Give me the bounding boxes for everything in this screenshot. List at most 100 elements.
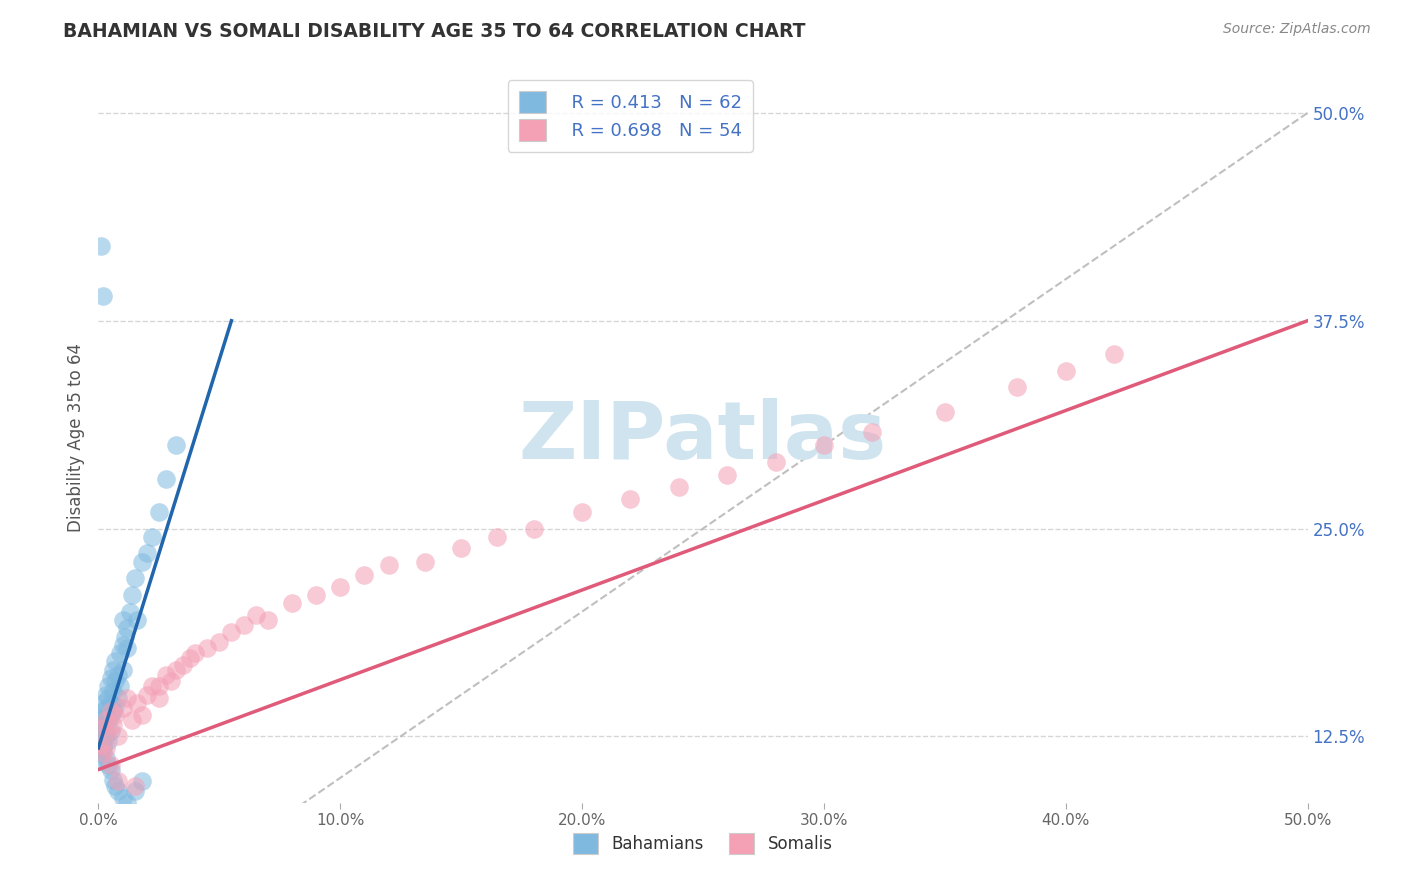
Point xyxy=(91,716,114,731)
Point xyxy=(100,696,122,710)
Point xyxy=(165,438,187,452)
Point xyxy=(107,691,129,706)
Point xyxy=(172,657,194,672)
Point xyxy=(160,674,183,689)
Point xyxy=(131,774,153,789)
Point xyxy=(97,724,120,739)
Point xyxy=(221,624,243,639)
Point xyxy=(94,726,117,740)
Legend: Bahamians, Somalis: Bahamians, Somalis xyxy=(567,827,839,860)
Point xyxy=(813,438,835,452)
Point xyxy=(104,707,127,722)
Point xyxy=(94,713,117,727)
Point xyxy=(107,729,129,743)
Point xyxy=(111,613,134,627)
Point xyxy=(90,738,112,752)
Point xyxy=(353,568,375,582)
Point xyxy=(141,680,163,694)
Point xyxy=(1102,347,1125,361)
Point xyxy=(104,699,127,714)
Point xyxy=(91,729,114,743)
Point xyxy=(97,691,120,706)
Point xyxy=(619,491,641,506)
Point xyxy=(117,691,139,706)
Point xyxy=(100,763,122,777)
Point xyxy=(413,555,436,569)
Point xyxy=(208,634,231,648)
Point xyxy=(716,468,738,483)
Point xyxy=(118,605,141,619)
Point xyxy=(90,721,112,735)
Text: BAHAMIAN VS SOMALI DISABILITY AGE 35 TO 64 CORRELATION CHART: BAHAMIAN VS SOMALI DISABILITY AGE 35 TO … xyxy=(63,22,806,41)
Point xyxy=(104,779,127,793)
Point xyxy=(486,530,509,544)
Point xyxy=(148,505,170,519)
Point xyxy=(117,621,139,635)
Point xyxy=(97,757,120,772)
Point xyxy=(148,680,170,694)
Point xyxy=(104,674,127,689)
Point xyxy=(121,588,143,602)
Point xyxy=(91,705,114,719)
Point xyxy=(131,707,153,722)
Point xyxy=(94,729,117,743)
Point xyxy=(232,618,254,632)
Point xyxy=(91,721,114,735)
Point xyxy=(101,705,124,719)
Point xyxy=(90,754,112,768)
Point xyxy=(107,667,129,681)
Point xyxy=(100,705,122,719)
Point xyxy=(111,663,134,677)
Point xyxy=(108,646,131,660)
Point xyxy=(101,772,124,787)
Point xyxy=(127,613,149,627)
Point xyxy=(124,571,146,585)
Point xyxy=(90,746,112,760)
Point xyxy=(124,784,146,798)
Point xyxy=(100,724,122,739)
Point xyxy=(94,688,117,702)
Point xyxy=(97,680,120,694)
Point xyxy=(90,239,112,253)
Text: ZIPatlas: ZIPatlas xyxy=(519,398,887,476)
Point xyxy=(184,646,207,660)
Point xyxy=(100,757,122,772)
Point xyxy=(101,684,124,698)
Point xyxy=(111,638,134,652)
Point xyxy=(91,746,114,760)
Point xyxy=(450,541,472,556)
Point xyxy=(97,734,120,748)
Point xyxy=(91,740,114,755)
Point xyxy=(148,691,170,706)
Point xyxy=(94,707,117,722)
Point xyxy=(155,667,177,681)
Point xyxy=(90,713,112,727)
Point xyxy=(107,774,129,789)
Point xyxy=(245,607,267,622)
Point xyxy=(195,641,218,656)
Point xyxy=(860,425,883,439)
Point xyxy=(111,790,134,805)
Point xyxy=(329,580,352,594)
Point xyxy=(523,521,546,535)
Point xyxy=(1054,363,1077,377)
Point xyxy=(124,779,146,793)
Point xyxy=(94,740,117,755)
Point xyxy=(94,701,117,715)
Point xyxy=(571,505,593,519)
Point xyxy=(305,588,328,602)
Point xyxy=(107,784,129,798)
Point xyxy=(281,596,304,610)
Point xyxy=(104,655,127,669)
Point xyxy=(765,455,787,469)
Point xyxy=(131,555,153,569)
Y-axis label: Disability Age 35 to 64: Disability Age 35 to 64 xyxy=(66,343,84,532)
Point xyxy=(117,641,139,656)
Point xyxy=(100,671,122,685)
Point xyxy=(141,530,163,544)
Point xyxy=(256,613,278,627)
Point xyxy=(100,707,122,722)
Point xyxy=(135,546,157,560)
Point xyxy=(91,738,114,752)
Point xyxy=(94,751,117,765)
